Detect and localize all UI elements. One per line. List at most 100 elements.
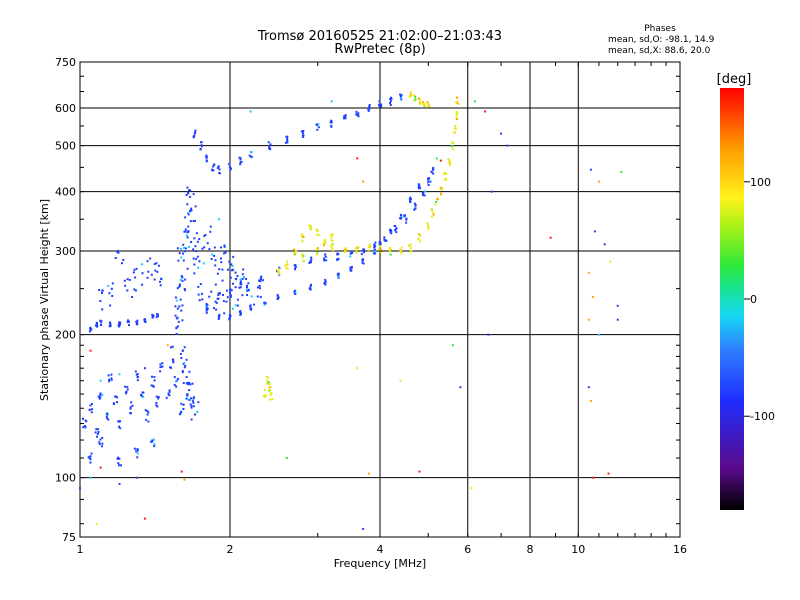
echo-point bbox=[187, 225, 190, 228]
echo-point bbox=[146, 409, 149, 412]
echo-point bbox=[213, 254, 216, 257]
echo-point bbox=[220, 261, 223, 264]
echo-point bbox=[456, 118, 458, 121]
echo-point bbox=[418, 470, 421, 473]
echo-point bbox=[302, 254, 305, 257]
echo-point bbox=[100, 320, 103, 323]
echo-point bbox=[413, 208, 416, 211]
echo-point bbox=[99, 394, 102, 397]
echo-point bbox=[309, 285, 312, 288]
echo-point bbox=[108, 292, 111, 295]
x-tick-label: 1 bbox=[77, 543, 84, 556]
echo-point bbox=[432, 168, 435, 171]
echo-point bbox=[152, 385, 155, 388]
echo-point bbox=[177, 259, 180, 262]
echo-point bbox=[89, 458, 92, 461]
echo-point bbox=[179, 413, 181, 416]
echo-point bbox=[362, 527, 365, 530]
echo-point bbox=[122, 258, 125, 261]
echo-point bbox=[301, 256, 304, 259]
echo-point bbox=[271, 398, 274, 401]
echo-point bbox=[101, 393, 104, 396]
echo-point bbox=[183, 346, 186, 349]
echo-point bbox=[155, 316, 158, 319]
echo-point bbox=[266, 382, 269, 385]
echo-point bbox=[89, 455, 92, 458]
echo-point bbox=[101, 445, 103, 448]
echo-point bbox=[127, 319, 129, 322]
echo-point bbox=[222, 293, 224, 296]
echo-point bbox=[239, 286, 242, 289]
stats-x-mode: mean, sd,X: 88.6, 20.0 bbox=[608, 46, 711, 56]
echo-point bbox=[427, 228, 430, 231]
echo-point bbox=[239, 313, 242, 316]
echo-point bbox=[591, 476, 594, 479]
echo-point bbox=[419, 240, 421, 243]
echo-point bbox=[269, 143, 272, 146]
echo-point bbox=[208, 248, 211, 251]
echo-point bbox=[99, 466, 102, 469]
echo-point bbox=[355, 113, 358, 116]
echo-point bbox=[181, 279, 184, 282]
echo-point bbox=[302, 134, 305, 137]
echo-point bbox=[367, 249, 370, 252]
echo-point bbox=[242, 268, 245, 271]
echo-point bbox=[140, 394, 143, 397]
echo-point bbox=[456, 100, 459, 103]
echo-point bbox=[214, 300, 217, 303]
x-tick-label: 8 bbox=[527, 543, 534, 556]
echo-point bbox=[95, 428, 98, 431]
echo-point bbox=[101, 292, 103, 294]
echo-point bbox=[395, 227, 398, 230]
echo-point bbox=[89, 461, 92, 464]
echo-point bbox=[117, 322, 120, 325]
echo-point bbox=[356, 367, 359, 370]
echo-point bbox=[355, 110, 358, 113]
echo-point bbox=[96, 325, 99, 328]
echo-point bbox=[302, 259, 305, 262]
echo-point bbox=[266, 376, 269, 379]
echo-point bbox=[157, 397, 160, 400]
echo-point bbox=[112, 403, 115, 406]
echo-point bbox=[190, 406, 193, 409]
echo-point bbox=[231, 269, 233, 272]
echo-point bbox=[201, 247, 204, 250]
echo-point bbox=[277, 271, 280, 273]
echo-point bbox=[156, 315, 159, 317]
echo-point bbox=[143, 318, 146, 321]
echo-point bbox=[172, 358, 175, 361]
echo-point bbox=[322, 242, 325, 245]
echo-point bbox=[184, 278, 187, 281]
echo-point bbox=[217, 297, 220, 300]
echo-point bbox=[196, 255, 199, 258]
echo-point bbox=[206, 242, 209, 245]
echo-point bbox=[316, 229, 319, 232]
echo-point bbox=[389, 250, 391, 253]
echo-point bbox=[456, 111, 459, 114]
echo-point bbox=[181, 304, 184, 307]
echo-point bbox=[389, 102, 391, 104]
echo-point bbox=[343, 251, 346, 254]
chart-title: Tromsø 20160525 21:02:00–21:03:43 bbox=[257, 29, 502, 44]
echo-point bbox=[245, 277, 247, 280]
echo-point bbox=[360, 253, 363, 256]
echo-point bbox=[454, 124, 457, 127]
grid-lines bbox=[79, 61, 681, 537]
echo-point bbox=[221, 279, 224, 282]
echo-point bbox=[117, 420, 120, 423]
echo-point bbox=[176, 307, 179, 310]
echo-point bbox=[427, 224, 430, 227]
echo-point bbox=[330, 121, 333, 124]
echo-point bbox=[153, 278, 156, 281]
x-tick-label: 6 bbox=[464, 543, 471, 556]
echo-point bbox=[136, 448, 139, 450]
echo-point bbox=[361, 261, 364, 264]
echo-point bbox=[435, 157, 438, 160]
echo-point bbox=[150, 384, 153, 387]
echo-point bbox=[457, 103, 460, 105]
echo-point bbox=[192, 248, 195, 251]
echo-point bbox=[379, 251, 382, 254]
echo-point bbox=[239, 158, 242, 161]
echo-point bbox=[324, 255, 327, 258]
